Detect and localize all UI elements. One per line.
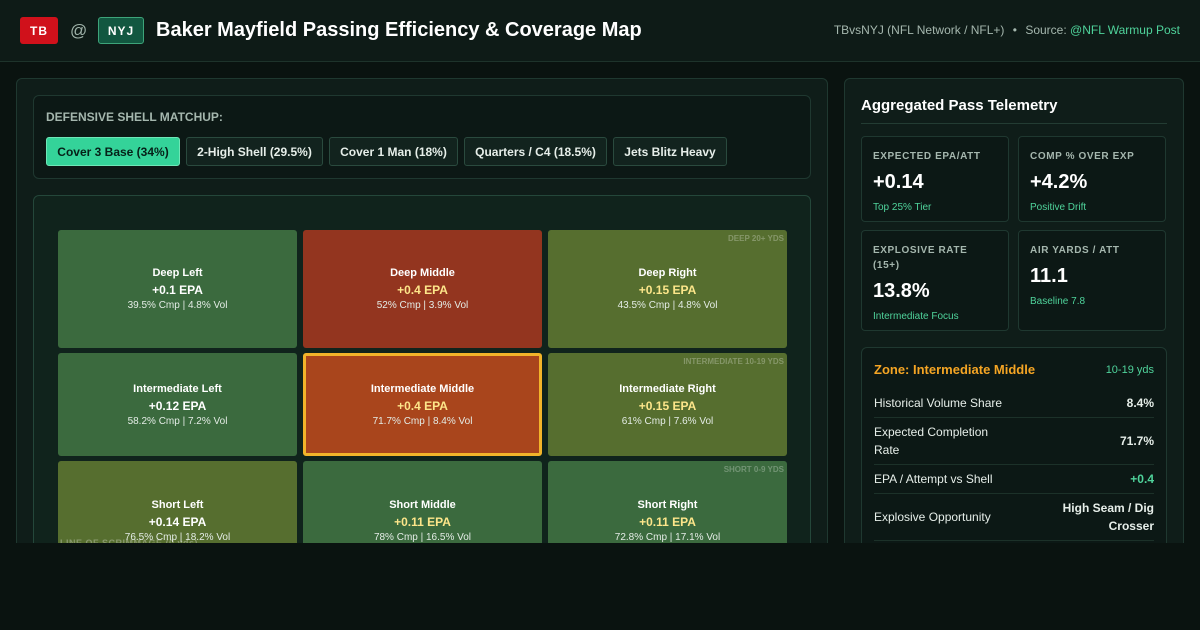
zone-detail: Zone: Intermediate Middle 10-19 yds Hist… (861, 347, 1167, 543)
separator: • (1012, 23, 1017, 37)
zone-cell[interactable]: Deep Right +0.15 EPA 43.5% Cmp | 4.8% Vol D… (548, 230, 787, 348)
detail-row: Historical Volume Share 8.4% (874, 388, 1154, 418)
metric-value: +0.14 (873, 171, 924, 193)
detail-row: EPA / Attempt vs Shell +0.4 (874, 465, 1154, 494)
zone-cell[interactable]: Deep Middle +0.4 EPA 52% Cmp | 3.9% Vol (303, 230, 542, 348)
metric-label: AIR YARDS / ATT (1030, 245, 1120, 256)
metric-label: EXPECTED EPA/ATT (873, 151, 981, 162)
metric-card: AIR YARDS / ATT 11.1 Baseline 7.8 (1018, 230, 1166, 331)
zone-stats: 43.5% Cmp | 4.8% Vol (617, 300, 718, 311)
shell-button[interactable]: Quarters / C4 (18.5%) (464, 137, 607, 166)
field: Deep Left +0.1 EPA 39.5% Cmp | 4.8% Vol Dee… (33, 195, 811, 543)
zone-range: 10-19 yds (1105, 364, 1154, 376)
metric-value: 11.1 (1030, 265, 1068, 287)
left-panel: DEFENSIVE SHELL MATCHUP: Cover 3 Base (3… (16, 78, 828, 543)
team-badge: TB (20, 17, 58, 44)
zone-stats: 71.7% Cmp | 8.4% Vol (372, 415, 473, 427)
zone-stats: 58.2% Cmp | 7.2% Vol (127, 415, 228, 427)
source-label: Source: (1025, 23, 1067, 37)
zone-name: Deep Middle (390, 267, 455, 279)
depth-label: DEEP 20+ YDS (728, 234, 784, 243)
zone-cell[interactable]: Intermediate Left +0.12 EPA 58.2% Cmp | 7.… (58, 353, 297, 456)
at-sign: @ (70, 21, 88, 40)
zone-epa: +0.15 EPA (638, 398, 697, 413)
zone-stats: 39.5% Cmp | 4.8% Vol (127, 300, 228, 311)
source-line: TBvsNYJ (NFL Network / NFL+) • Source: @… (834, 23, 1180, 37)
zone-cell[interactable]: Deep Left +0.1 EPA 39.5% Cmp | 4.8% Vol (58, 230, 297, 348)
zone-stats: 61% Cmp | 7.6% Vol (621, 415, 714, 427)
shell-button[interactable]: Cover 3 Base (34%) (46, 137, 180, 166)
metric-card: EXPLOSIVE RATE (15+) 13.8% Intermediate Fo… (861, 230, 1009, 331)
metric-note: Positive Drift (1030, 202, 1087, 213)
shell-button[interactable]: Jets Blitz Heavy (613, 137, 727, 166)
row-value: +0.4 (1130, 472, 1154, 486)
shell-button[interactable]: Cover 1 Man (18%) (329, 137, 458, 166)
header: TB @ NYJ Baker Mayfield Passing Efficien… (0, 0, 1200, 62)
page-title: Baker Mayfield Passing Efficiency & Cove… (156, 19, 642, 41)
zone-name: Short Right (637, 499, 698, 511)
metric-value: +4.2% (1030, 171, 1088, 193)
zone-stats: 72.8% Cmp | 17.1% Vol (614, 532, 721, 543)
metric-card: EXPECTED EPA/ATT +0.14 Top 25% Tier (861, 136, 1009, 222)
zone-epa: +0.11 EPA (394, 515, 451, 529)
metric-note: Intermediate Focus (873, 311, 959, 322)
row-label: Historical Volume Share (874, 395, 1003, 410)
shell-box: DEFENSIVE SHELL MATCHUP: Cover 3 Base (3… (33, 95, 811, 179)
zone-title: Zone: Intermediate Middle (874, 362, 1036, 377)
zone-stats: 52% Cmp | 3.9% Vol (376, 300, 469, 311)
right-panel: Aggregated Pass Telemetry EXPECTED EPA/A… (844, 78, 1184, 543)
team-badge: NYJ (98, 17, 144, 44)
row-value: 8.4% (1126, 395, 1154, 410)
zone-epa: +0.4 EPA (397, 398, 448, 413)
zone-stats: 78% Cmp | 16.5% Vol (373, 532, 472, 543)
row-value: 71.7% (1119, 434, 1154, 448)
zone-cell[interactable]: Short Middle +0.11 EPA 78% Cmp | 16.5% Vol (303, 461, 542, 543)
row-label: Explosive Opportunity (874, 510, 991, 524)
shell-label: DEFENSIVE SHELL MATCHUP: (46, 110, 223, 124)
row-value: High Seam / Dig Crosser (1062, 501, 1154, 533)
row-label: Expected Completion Rate (874, 425, 989, 457)
detail-row: Expected Completion Rate 71.7% (874, 418, 1154, 465)
row-label: EPA / Attempt vs Shell (874, 472, 993, 486)
depth-label: INTERMEDIATE 10-19 YDS (683, 357, 784, 366)
metric-value: 13.8% (873, 280, 930, 302)
depth-label: SHORT 0-9 YDS (723, 465, 784, 474)
zone-epa: +0.1 EPA (152, 283, 203, 297)
broadcast: TBvsNYJ (NFL Network / NFL+) (833, 23, 1005, 37)
zone-cell[interactable]: Intermediate Middle +0.4 EPA 71.7% Cmp | 8… (303, 353, 542, 456)
zone-epa: +0.14 EPA (148, 515, 207, 529)
app: TB @ NYJ Baker Mayfield Passing Efficien… (0, 0, 1200, 543)
metric-card: COMP % OVER EXP +4.2% Positive Drift (1018, 136, 1166, 222)
detail-row: Explosive Opportunity High Seam / Dig Cro… (874, 494, 1154, 541)
zone-name: Intermediate Right (619, 382, 716, 395)
zone-cell[interactable]: Short Right +0.11 EPA 72.8% Cmp | 17.1% Vo… (548, 461, 787, 543)
zone-name: Intermediate Middle (370, 382, 475, 395)
zone-epa: +0.4 EPA (397, 283, 448, 297)
zone-stats: 76.5% Cmp | 18.2% Vol (124, 532, 231, 543)
source-link[interactable]: @NFL Warmup Post (1070, 23, 1180, 37)
metric-label: COMP % OVER EXP (1030, 151, 1135, 162)
divider (861, 123, 1167, 124)
zone-epa: +0.11 EPA (639, 515, 696, 529)
zone-name: Deep Left (152, 267, 203, 279)
zone-name: Short Left (151, 499, 204, 511)
shell-button[interactable]: 2-High Shell (29.5%) (186, 137, 323, 166)
zone-cell[interactable]: Short Left +0.14 EPA 76.5% Cmp | 18.2% Vol (58, 461, 297, 543)
metric-note: Baseline 7.8 (1030, 296, 1086, 307)
metric-note: Top 25% Tier (873, 202, 932, 213)
zone-name: Deep Right (638, 267, 697, 279)
metric-label: EXPLOSIVE RATE (15+) (873, 245, 968, 271)
zone-epa: +0.15 EPA (638, 283, 697, 297)
telemetry-title: Aggregated Pass Telemetry (861, 97, 1058, 114)
zone-name: Short Middle (389, 499, 456, 511)
zone-cell[interactable]: Intermediate Right +0.15 EPA 61% Cmp | 7.6… (548, 353, 787, 456)
zone-epa: +0.12 EPA (148, 398, 207, 413)
line-label: LINE OF SCRIMMAGE (0 yds) (60, 538, 199, 543)
zone-name: Intermediate Left (133, 382, 222, 395)
